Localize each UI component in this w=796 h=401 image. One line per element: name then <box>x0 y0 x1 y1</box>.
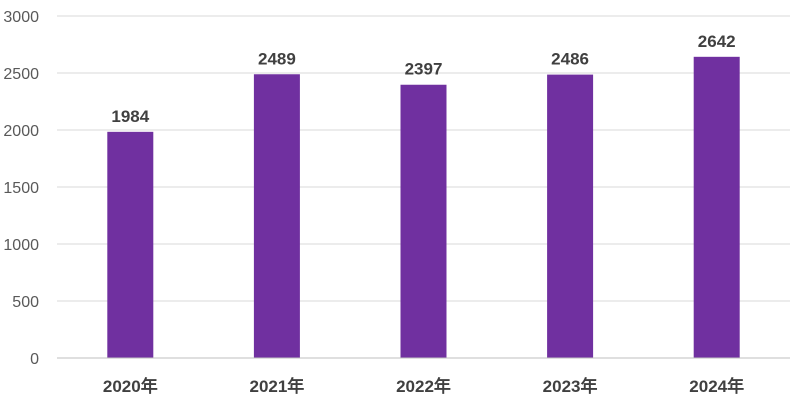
x-category-label: 2024年 <box>689 376 744 396</box>
data-label: 2397 <box>405 60 443 79</box>
bar-2020年 <box>107 131 154 358</box>
x-category-label: 2020年 <box>103 376 158 396</box>
bar-2024年 <box>693 56 740 358</box>
y-tick-label: 2500 <box>3 66 39 83</box>
data-labels: 1984 2489 2397 2486 2642 <box>111 32 735 126</box>
y-tick-label: 1000 <box>3 237 39 254</box>
bar-2021年 <box>253 74 300 358</box>
x-category-label: 2022年 <box>396 376 451 396</box>
data-label: 1984 <box>111 107 149 126</box>
data-label: 2489 <box>258 49 296 68</box>
x-category-label: 2023年 <box>543 376 598 396</box>
y-tick-label: 3000 <box>3 9 39 26</box>
data-label: 2486 <box>551 50 589 69</box>
y-tick-label: 0 <box>30 351 39 368</box>
bar-2022年 <box>400 84 447 358</box>
bar-2023年 <box>547 74 594 358</box>
y-tick-label: 1500 <box>3 180 39 197</box>
x-category-label: 2021年 <box>249 376 304 396</box>
x-axis-categories: 2020年 2021年 2022年 2023年 2024年 <box>103 376 744 396</box>
y-tick-label: 2000 <box>3 123 39 140</box>
bars <box>107 56 740 358</box>
data-label: 2642 <box>698 32 736 51</box>
y-axis-ticks: 0 500 1000 1500 2000 2500 3000 <box>3 9 39 368</box>
y-tick-label: 500 <box>12 294 39 311</box>
